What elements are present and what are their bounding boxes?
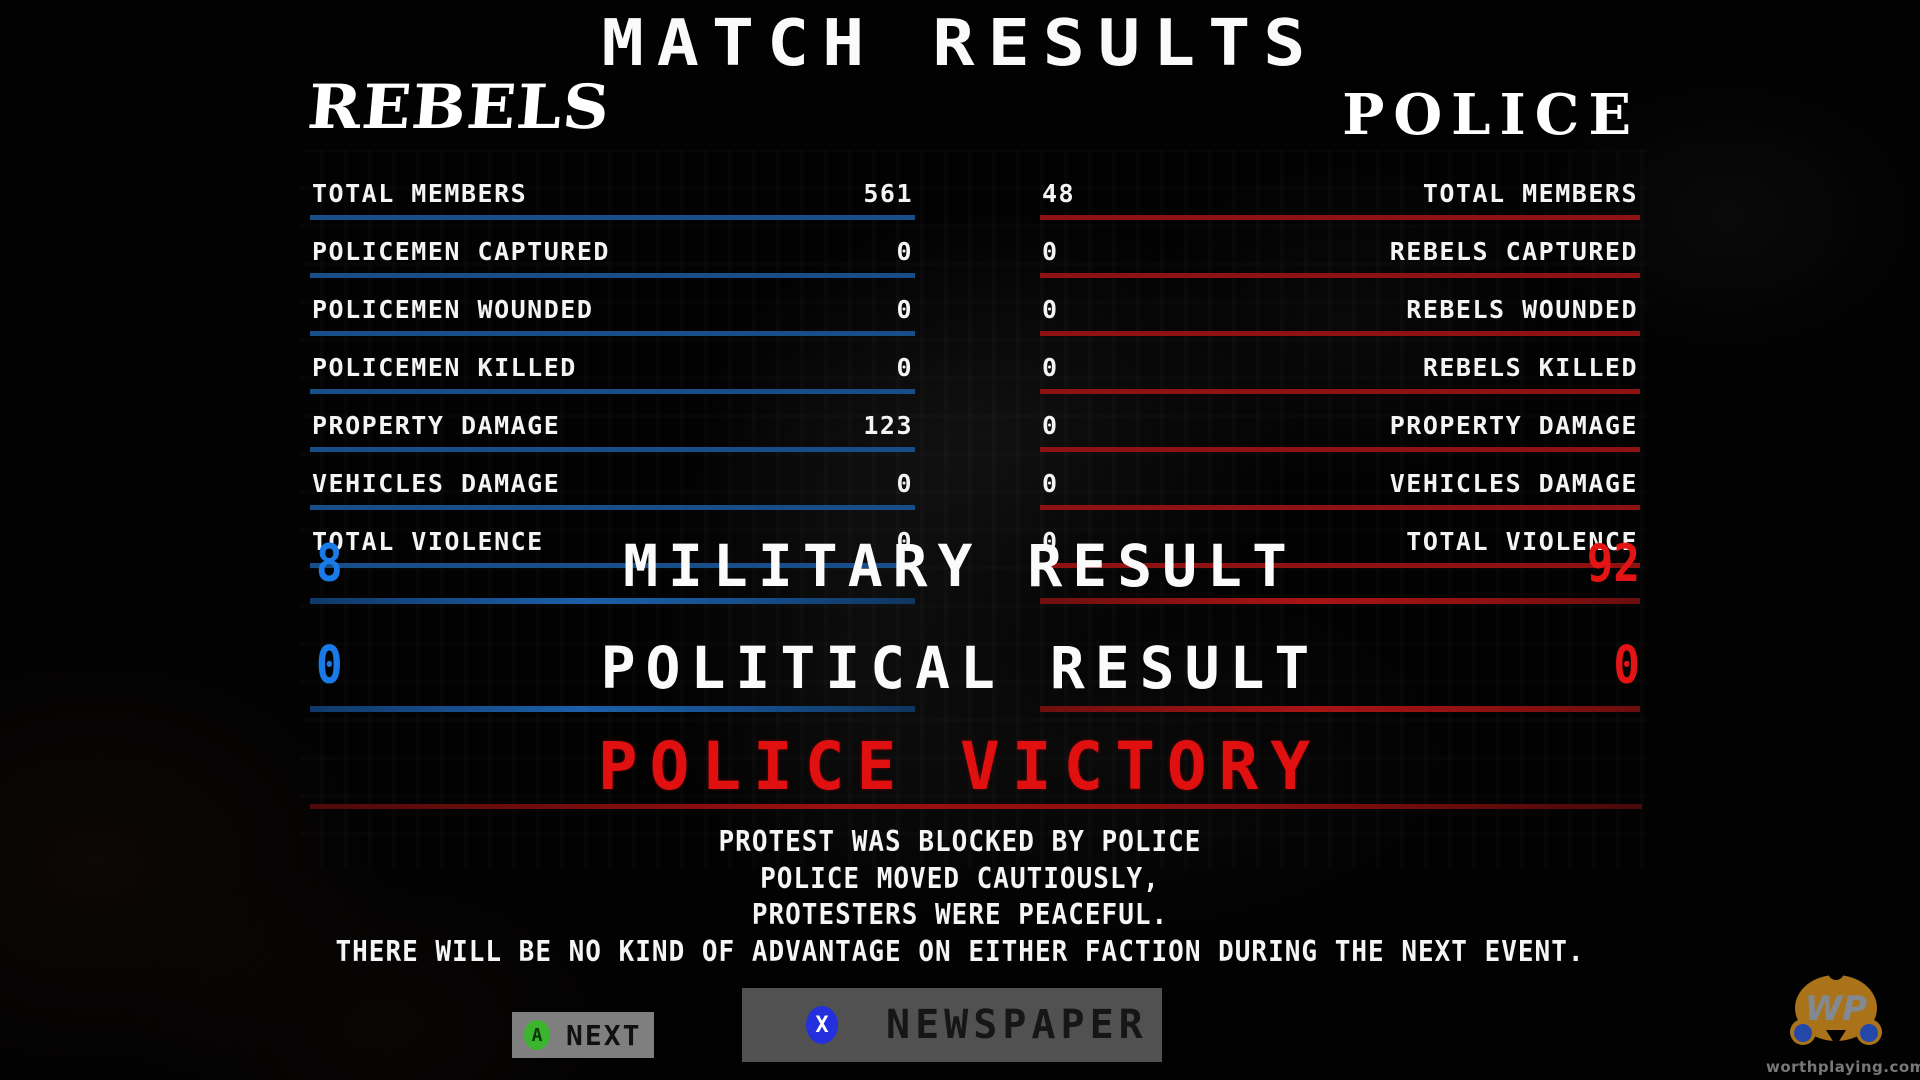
newspaper-button-label: NEWSPAPER	[886, 1002, 1148, 1048]
political-line-rebels	[310, 706, 915, 712]
rebels-stats-table: TOTAL MEMBERS 561 POLICEMEN CAPTURED 0 P…	[310, 162, 915, 568]
table-row: POLICEMEN WOUNDED 0	[310, 278, 915, 336]
worthplaying-watermark: WP worthplaying.com	[1766, 964, 1920, 1076]
police-stats-table: 48 TOTAL MEMBERS 0 REBELS CAPTURED 0 REB…	[1040, 162, 1640, 568]
stat-label: POLICEMEN KILLED	[312, 353, 577, 382]
table-row: TOTAL MEMBERS 561	[310, 162, 915, 220]
summary-line: PROTEST WAS BLOCKED BY POLICE	[718, 825, 1202, 859]
political-score-police: 0	[1613, 636, 1640, 696]
stat-value: 0	[1042, 353, 1059, 382]
next-button[interactable]: A NEXT	[512, 1012, 654, 1058]
table-row: TOTAL VIOLENCE 0	[310, 510, 915, 568]
match-summary: PROTEST WAS BLOCKED BY POLICE POLICE MOV…	[0, 824, 1920, 970]
page-title: MATCH RESULTS	[601, 5, 1319, 81]
stat-value: 0	[1042, 469, 1059, 498]
military-score-police: 92	[1586, 534, 1640, 594]
stat-label: TOTAL VIOLENCE	[1406, 527, 1638, 556]
political-result-title: POLITICAL RESULT	[600, 634, 1320, 702]
stat-value: 48	[1042, 179, 1076, 208]
svg-text:WP: WP	[1805, 989, 1868, 1029]
gamepad-x-icon: X	[806, 1006, 838, 1044]
summary-line: POLICE MOVED CAUTIOUSLY,	[760, 861, 1160, 895]
military-line-rebels	[310, 598, 915, 604]
stat-value: 0	[1042, 527, 1059, 556]
gamepad-a-icon: A	[524, 1020, 550, 1050]
table-row: 0 PROPERTY DAMAGE	[1040, 394, 1640, 452]
table-row: POLICEMEN CAPTURED 0	[310, 220, 915, 278]
rebels-header: REBELS	[304, 71, 614, 144]
summary-line: PROTESTERS WERE PEACEFUL.	[751, 898, 1169, 932]
political-score-rebels: 0	[316, 636, 343, 696]
victory-banner: POLICE VICTORY	[597, 728, 1323, 805]
next-button-label: NEXT	[566, 1018, 642, 1052]
stat-label: PROPERTY DAMAGE	[1389, 411, 1638, 440]
newspaper-button[interactable]: X NEWSPAPER	[742, 988, 1162, 1062]
stat-value: 0	[896, 237, 913, 266]
military-score-rebels: 8	[316, 534, 343, 594]
table-row: 0 VEHICLES DAMAGE	[1040, 452, 1640, 510]
stat-value: 561	[863, 179, 913, 208]
table-row: 0 REBELS CAPTURED	[1040, 220, 1640, 278]
table-row: POLICEMEN KILLED 0	[310, 336, 915, 394]
table-row: 0 TOTAL VIOLENCE	[1040, 510, 1640, 568]
stat-label: REBELS WOUNDED	[1406, 295, 1638, 324]
worthplaying-url: worthplaying.com	[1766, 1058, 1920, 1076]
stat-label: PROPERTY DAMAGE	[312, 411, 561, 440]
stat-label: POLICEMEN WOUNDED	[312, 295, 594, 324]
table-row: 0 REBELS KILLED	[1040, 336, 1640, 394]
military-result-title: MILITARY RESULT	[623, 532, 1297, 600]
police-header: POLICE	[1342, 82, 1640, 148]
stat-value: 0	[896, 353, 913, 382]
table-row: VEHICLES DAMAGE 0	[310, 452, 915, 510]
stat-value: 123	[863, 411, 913, 440]
stat-label: POLICEMEN CAPTURED	[312, 237, 610, 266]
stat-value: 0	[1042, 295, 1059, 324]
stat-value: 0	[896, 469, 913, 498]
stat-value: 0	[896, 295, 913, 324]
stat-label: REBELS CAPTURED	[1389, 237, 1638, 266]
stat-label: TOTAL VIOLENCE	[312, 527, 544, 556]
worthplaying-logo-icon: WP	[1790, 964, 1882, 1046]
victory-underline	[310, 804, 1642, 809]
stat-label: VEHICLES DAMAGE	[312, 469, 561, 498]
stat-label: VEHICLES DAMAGE	[1389, 469, 1638, 498]
stat-label: TOTAL MEMBERS	[312, 179, 528, 208]
stat-value: 0	[1042, 411, 1059, 440]
table-row: 48 TOTAL MEMBERS	[1040, 162, 1640, 220]
summary-line: THERE WILL BE NO KIND OF ADVANTAGE ON EI…	[335, 934, 1585, 968]
table-row: PROPERTY DAMAGE 123	[310, 394, 915, 452]
stat-label: REBELS KILLED	[1422, 353, 1638, 382]
stat-value: 0	[1042, 237, 1059, 266]
military-line-police	[1040, 598, 1640, 604]
political-line-police	[1040, 706, 1640, 712]
stat-value: 0	[896, 527, 913, 556]
stat-label: TOTAL MEMBERS	[1422, 179, 1638, 208]
table-row: 0 REBELS WOUNDED	[1040, 278, 1640, 336]
